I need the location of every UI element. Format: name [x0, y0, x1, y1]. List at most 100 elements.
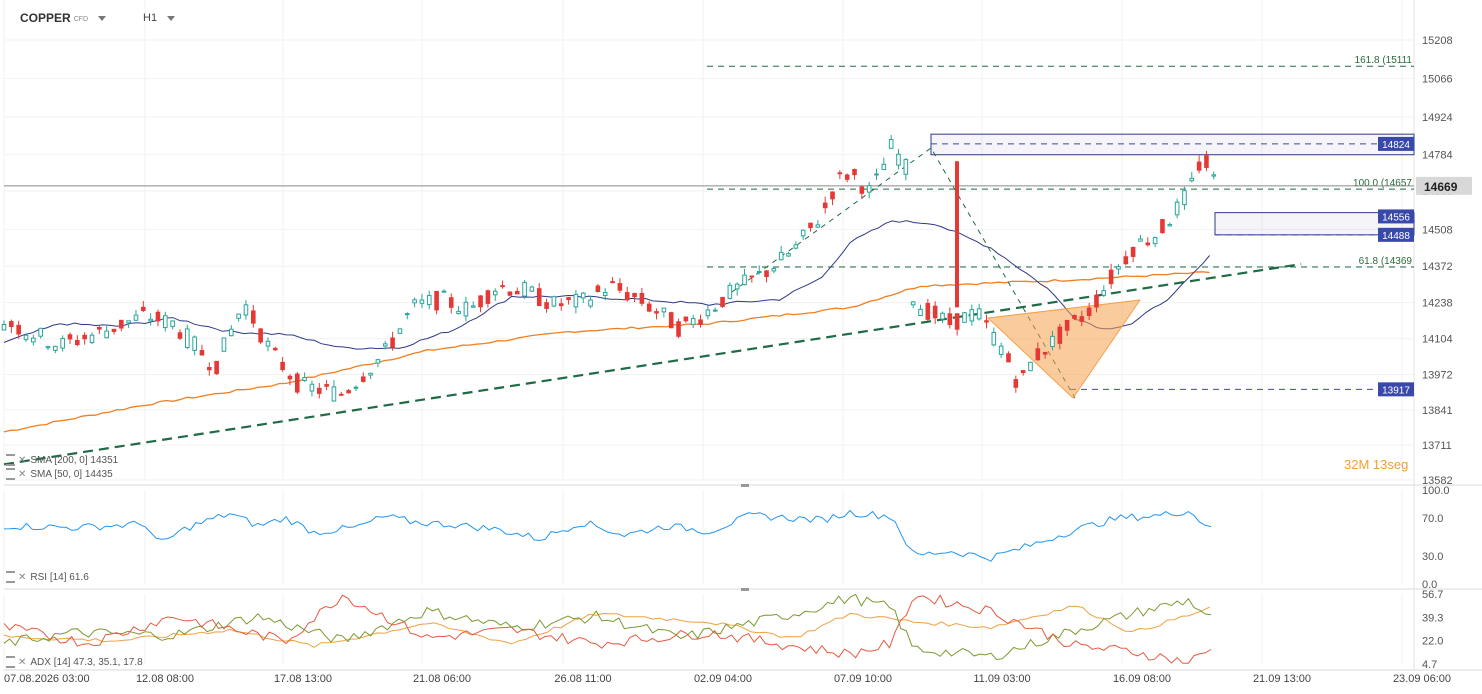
candle-body	[243, 304, 249, 316]
price-level-badge	[1378, 136, 1414, 151]
time-axis-label: 23.09 06:00	[1393, 673, 1451, 685]
candle-body	[646, 303, 652, 312]
chevron-down-icon[interactable]	[167, 15, 176, 21]
timeframe-selector[interactable]: H1	[143, 8, 176, 28]
candle-body	[786, 253, 791, 257]
price-axis-label: 13972	[1422, 369, 1453, 381]
candle-body	[727, 284, 733, 299]
candle-body	[1013, 379, 1019, 388]
candle-body	[500, 285, 505, 288]
candle-body	[1086, 307, 1092, 317]
candle-body	[573, 293, 579, 308]
candle-body	[1042, 351, 1048, 355]
candle-body	[536, 288, 542, 307]
candle-body	[558, 303, 564, 307]
candle-body	[1094, 294, 1099, 308]
candle-body	[668, 312, 674, 329]
time-axis-label: 26.08 11:00	[554, 673, 611, 685]
time-axis-label: 16.09 08:00	[1113, 673, 1171, 685]
candle-body	[1006, 353, 1011, 363]
candle-body	[155, 311, 161, 322]
candle-body	[815, 224, 821, 228]
candle-body	[522, 281, 527, 297]
candle-body	[97, 326, 102, 330]
candle-body	[1108, 269, 1114, 285]
candle-body	[742, 274, 747, 286]
candle-body	[632, 292, 637, 298]
price-axis-label: 13841	[1422, 405, 1453, 417]
candle-body	[294, 373, 300, 393]
time-axis-label: 21.09 13:00	[1253, 673, 1311, 685]
candle-body	[1035, 348, 1041, 361]
candle-body	[976, 308, 982, 320]
candle-body	[250, 310, 256, 324]
adx-axis-label: 39.3	[1422, 612, 1443, 624]
candle-body	[888, 138, 894, 149]
candle-body	[954, 313, 960, 330]
candle-body	[375, 359, 381, 364]
candle-body	[89, 334, 95, 344]
candle-body	[45, 346, 51, 349]
close-icon[interactable]: ✕	[18, 656, 27, 668]
candle-body	[588, 299, 593, 307]
sma50-legend: ✕ SMA [50, 0] 14435	[6, 468, 113, 480]
candle-body	[236, 313, 241, 319]
candle-body	[955, 161, 959, 308]
candle-body	[185, 328, 190, 348]
candle-body	[404, 313, 410, 316]
close-icon[interactable]: ✕	[18, 571, 27, 583]
candle-body	[360, 376, 366, 382]
candle-body	[1130, 247, 1136, 257]
price-level-badge	[1378, 382, 1414, 397]
settings-icon[interactable]	[6, 454, 15, 466]
time-axis-label: 07.09 10:00	[834, 673, 892, 685]
candle-body	[1138, 238, 1143, 242]
candle-body	[764, 270, 769, 278]
close-icon[interactable]: ✕	[18, 454, 27, 466]
candle-body	[514, 290, 520, 295]
candle-body	[31, 337, 36, 343]
adx-line	[3, 605, 1210, 648]
candle-body	[1196, 161, 1202, 171]
candle-body	[1182, 190, 1187, 206]
price-axis-label: 14508	[1422, 224, 1453, 236]
price-axis-label: 14104	[1422, 334, 1453, 346]
candle-body	[492, 290, 498, 296]
settings-icon[interactable]	[6, 656, 15, 668]
time-axis-label: 07.08.2026 03:00	[4, 673, 90, 685]
candle-body	[793, 244, 799, 249]
settings-icon[interactable]	[6, 468, 15, 480]
candle-body	[881, 163, 887, 171]
candle-body	[53, 345, 58, 351]
symbol-selector[interactable]: COPPER CFD	[20, 8, 107, 28]
pane-resize-handle	[741, 588, 749, 591]
candle-body	[734, 283, 740, 290]
candle-body	[1204, 155, 1209, 168]
candle-body	[170, 320, 175, 327]
settings-icon[interactable]	[6, 571, 15, 583]
close-icon[interactable]: ✕	[18, 468, 27, 480]
candle-body	[1211, 174, 1217, 177]
candle-body	[419, 299, 425, 304]
candle-body	[478, 295, 483, 308]
candle-body	[23, 334, 29, 341]
resistance-zone-box	[930, 133, 1415, 156]
candle-body	[1057, 326, 1063, 344]
candle-body	[896, 153, 901, 166]
candle-body	[720, 296, 725, 307]
candle-body	[111, 328, 117, 332]
candle-body	[463, 301, 469, 317]
candle-body	[382, 343, 388, 347]
chevron-down-icon[interactable]	[98, 15, 107, 21]
candle-body	[390, 337, 395, 348]
candle-body	[192, 336, 197, 351]
candle-body	[119, 319, 124, 329]
candle-body	[566, 297, 571, 301]
price-axis-label: 14238	[1422, 297, 1453, 309]
candle-body	[265, 340, 271, 347]
candle-body	[830, 191, 835, 200]
candle-body	[544, 302, 549, 309]
price-axis-label: 13711	[1422, 440, 1452, 452]
